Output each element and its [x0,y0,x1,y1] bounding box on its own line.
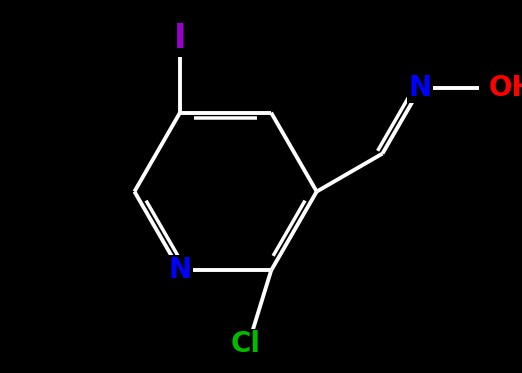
Text: OH: OH [488,74,522,102]
Text: Cl: Cl [231,330,261,358]
Text: N: N [409,74,432,102]
Text: N: N [169,257,192,285]
Text: I: I [174,22,186,55]
